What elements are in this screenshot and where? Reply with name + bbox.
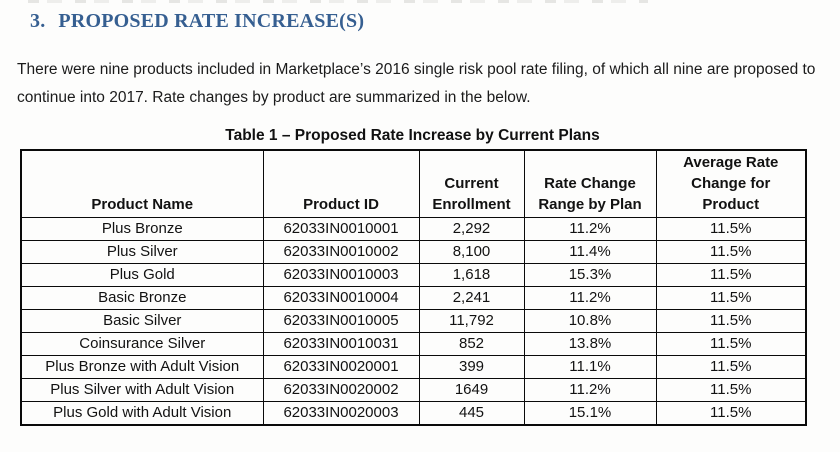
cell-product-id: 62033IN0020002	[262, 378, 420, 402]
cell-average-rate-change: 11.5%	[655, 286, 807, 310]
cell-average-rate-change: 11.5%	[655, 263, 807, 287]
cell-current-enrollment: 11,792	[418, 309, 525, 333]
cropped-text-artifact	[28, 0, 648, 3]
cell-average-rate-change: 11.5%	[655, 401, 807, 426]
table-body: Plus Bronze 62033IN0010001 2,292 11.2% 11.5%…	[20, 217, 807, 426]
cell-current-enrollment: 1649	[418, 378, 525, 402]
table-row: Plus Silver 62033IN0010002 8,100 11.4% 11.5%	[20, 240, 807, 264]
cell-rate-change-range: 10.8%	[523, 309, 657, 333]
cell-current-enrollment: 8,100	[418, 240, 525, 264]
cell-product-name: Plus Silver with Adult Vision	[20, 378, 264, 402]
cell-product-name: Plus Bronze	[20, 217, 264, 241]
cell-product-name: Plus Silver	[20, 240, 264, 264]
cell-product-id: 62033IN0010003	[262, 263, 420, 287]
section-number: 3.	[30, 10, 46, 32]
cell-rate-change-range: 11.1%	[523, 355, 657, 379]
cell-product-name: Plus Bronze with Adult Vision	[20, 355, 264, 379]
section-heading: 3. PROPOSED RATE INCREASE(S)	[30, 10, 364, 33]
table-row: Plus Silver with Adult Vision 62033IN0020…	[20, 378, 807, 402]
cell-current-enrollment: 852	[418, 332, 525, 356]
table-row: Plus Gold with Adult Vision 62033IN002000…	[20, 401, 807, 426]
table-row: Plus Bronze 62033IN0010001 2,292 11.2% 11.5%	[20, 217, 807, 241]
column-header-current-enrollment: Current Enrollment	[418, 149, 525, 218]
cell-current-enrollment: 445	[418, 401, 525, 426]
table-row: Coinsurance Silver 62033IN0010031 852 13.8%…	[20, 332, 807, 356]
cell-product-name: Basic Silver	[20, 309, 264, 333]
section-title: PROPOSED RATE INCREASE(S)	[58, 10, 365, 32]
cell-product-name: Plus Gold with Adult Vision	[20, 401, 264, 426]
cell-current-enrollment: 2,241	[418, 286, 525, 310]
rate-increase-table: Product Name Product ID Current Enrollme…	[20, 149, 807, 426]
cell-average-rate-change: 11.5%	[655, 378, 807, 402]
cell-current-enrollment: 1,618	[418, 263, 525, 287]
cell-product-name: Coinsurance Silver	[20, 332, 264, 356]
cell-current-enrollment: 399	[418, 355, 525, 379]
cell-current-enrollment: 2,292	[418, 217, 525, 241]
table-caption: Table 1 – Proposed Rate Increase by Curr…	[225, 127, 600, 144]
column-header-product-id: Product ID	[262, 149, 420, 218]
cell-average-rate-change: 11.5%	[655, 309, 807, 333]
table-row: Plus Gold 62033IN0010003 1,618 15.3% 11.5%	[20, 263, 807, 287]
cell-product-id: 62033IN0010005	[262, 309, 420, 333]
cell-rate-change-range: 15.3%	[523, 263, 657, 287]
cell-rate-change-range: 15.1%	[523, 401, 657, 426]
cell-rate-change-range: 11.2%	[523, 378, 657, 402]
table-row: Basic Bronze 62033IN0010004 2,241 11.2% 11.5…	[20, 286, 807, 310]
cell-product-id: 62033IN0010002	[262, 240, 420, 264]
cell-product-name: Basic Bronze	[20, 286, 264, 310]
column-header-product-name: Product Name	[20, 149, 264, 218]
intro-paragraph: There were nine products included in Mar…	[17, 61, 816, 106]
cell-product-id: 62033IN0010004	[262, 286, 420, 310]
cell-rate-change-range: 11.4%	[523, 240, 657, 264]
cell-product-name: Plus Gold	[20, 263, 264, 287]
table-row: Plus Bronze with Adult Vision 62033IN0020…	[20, 355, 807, 379]
cell-product-id: 62033IN0010031	[262, 332, 420, 356]
cell-average-rate-change: 11.5%	[655, 240, 807, 264]
column-header-rate-change-range: Rate Change Range by Plan	[523, 149, 657, 218]
table-row: Basic Silver 62033IN0010005 11,792 10.8% 11.…	[20, 309, 807, 333]
cell-rate-change-range: 11.2%	[523, 286, 657, 310]
cell-average-rate-change: 11.5%	[655, 355, 807, 379]
table-header-row: Product Name Product ID Current Enrollme…	[20, 149, 807, 218]
cell-product-id: 62033IN0020003	[262, 401, 420, 426]
cell-product-id: 62033IN0020001	[262, 355, 420, 379]
cell-product-id: 62033IN0010001	[262, 217, 420, 241]
column-header-average-rate-change: Average Rate Change for Product	[655, 149, 807, 218]
cell-rate-change-range: 11.2%	[523, 217, 657, 241]
cell-average-rate-change: 11.5%	[655, 332, 807, 356]
cell-rate-change-range: 13.8%	[523, 332, 657, 356]
cell-average-rate-change: 11.5%	[655, 217, 807, 241]
